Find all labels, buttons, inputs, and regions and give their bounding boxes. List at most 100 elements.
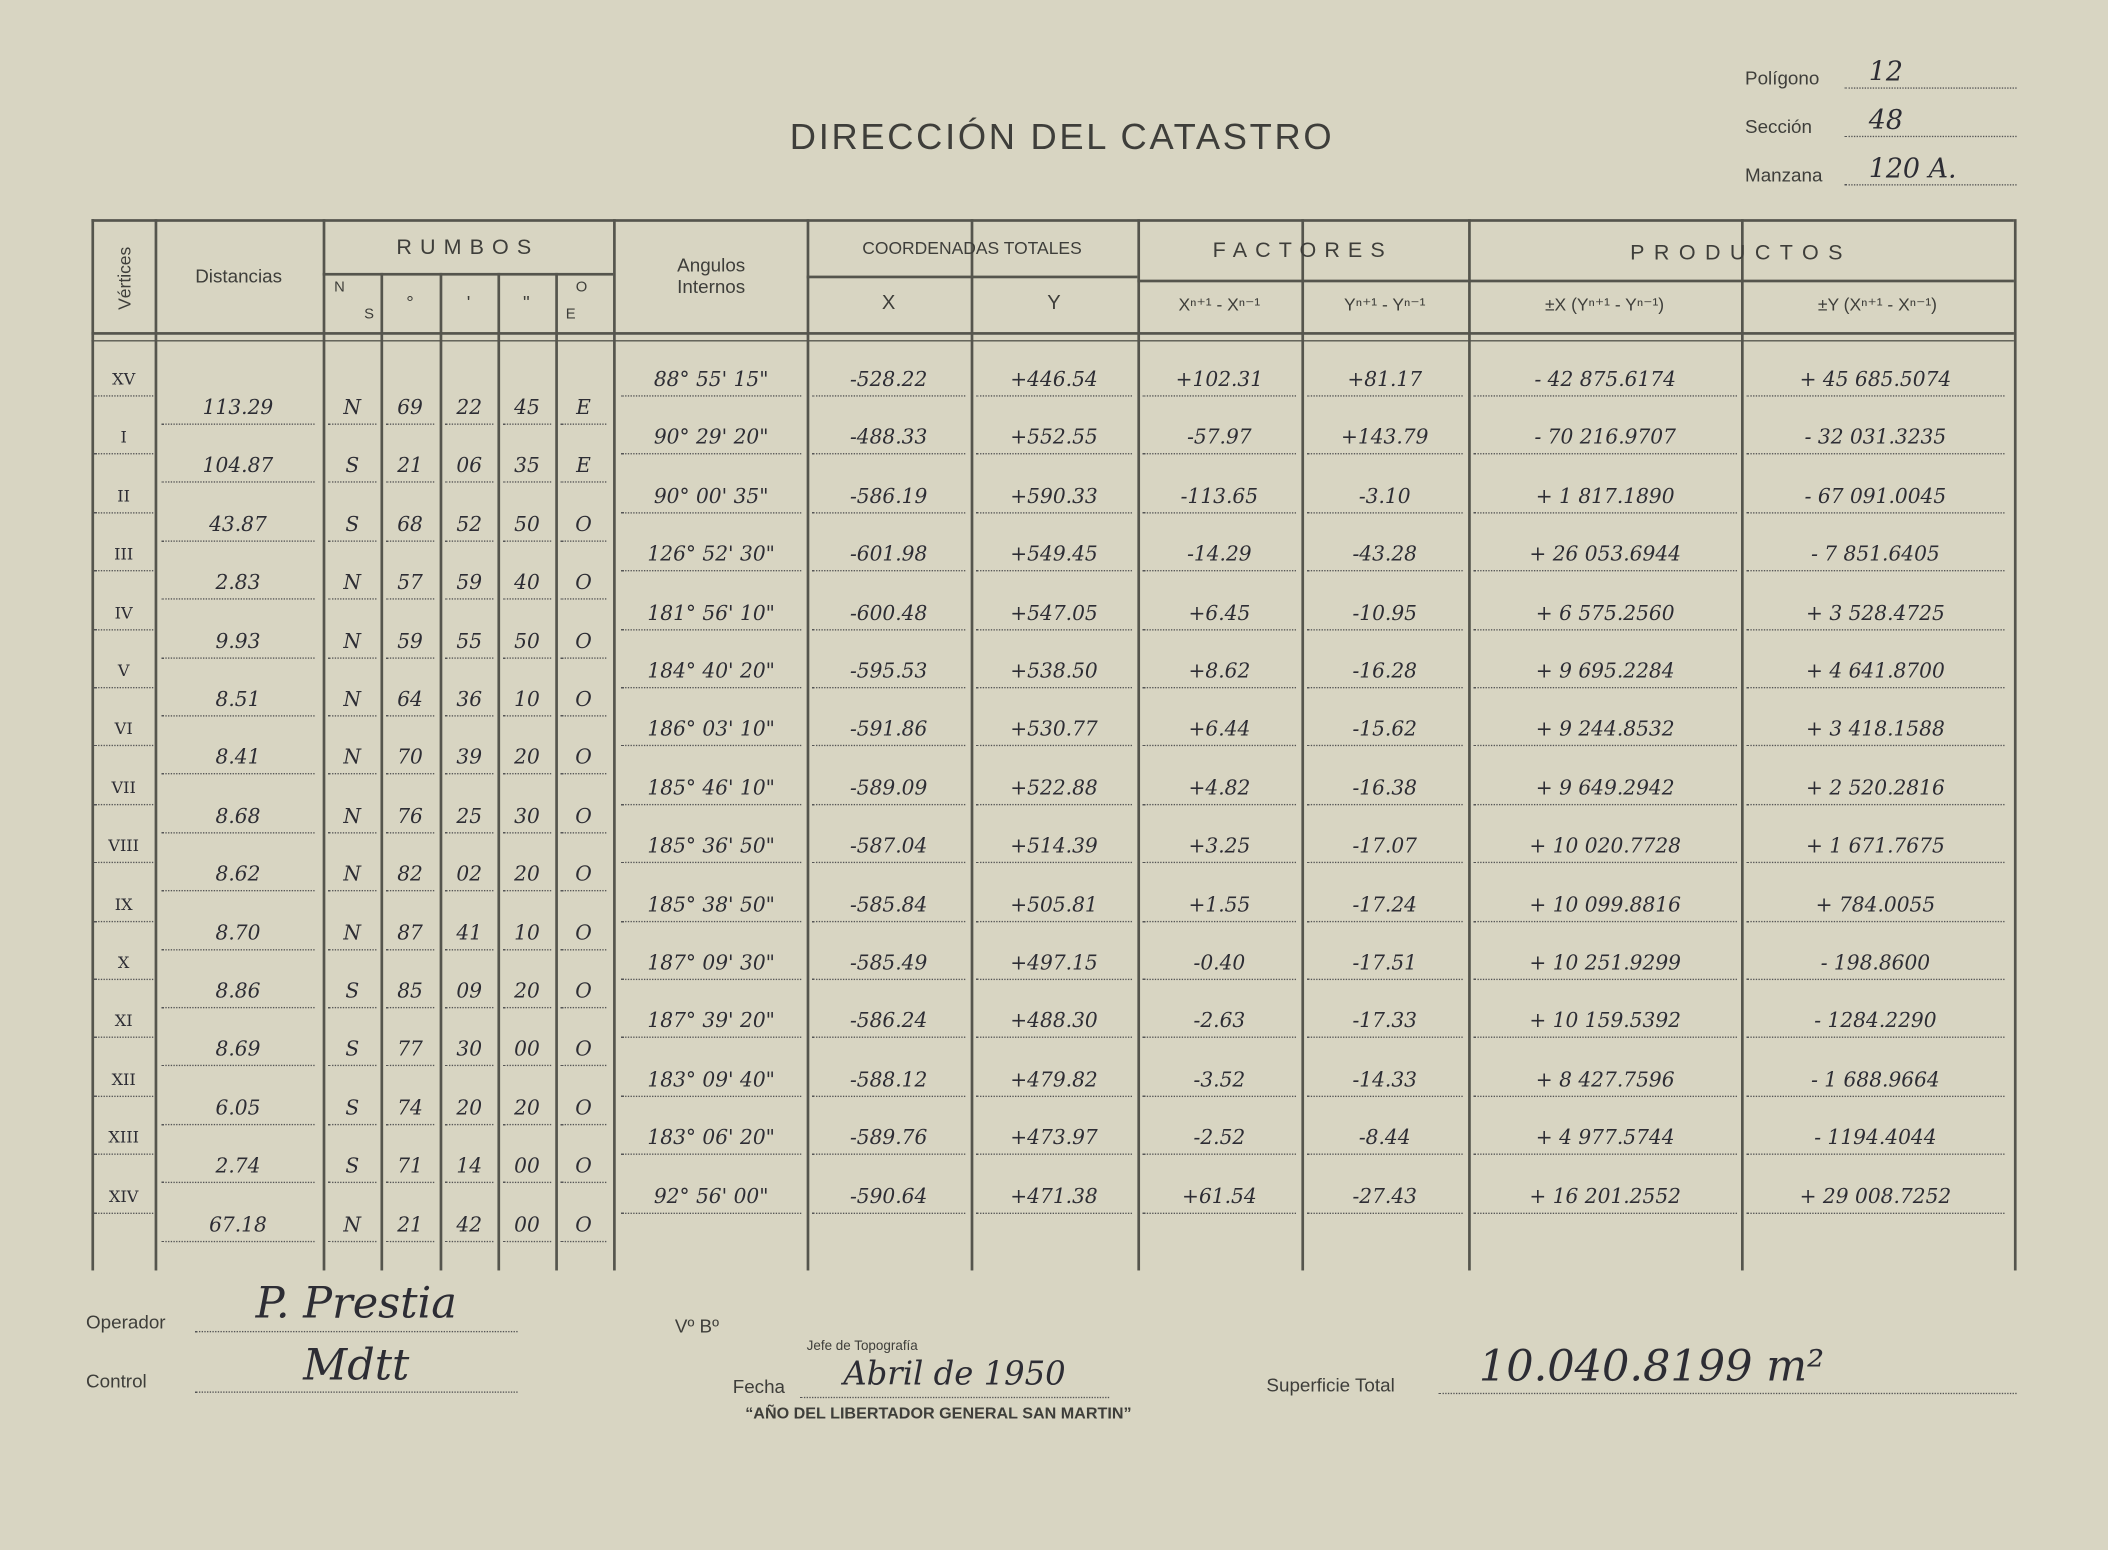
bearing-sec: 00 bbox=[502, 1150, 552, 1184]
bearing-min: 02 bbox=[444, 858, 494, 892]
header-n: N bbox=[334, 279, 345, 296]
product-y: - 67 091.0045 bbox=[1746, 480, 2005, 514]
header-s: S bbox=[364, 306, 374, 323]
product-y: + 3 528.4725 bbox=[1746, 596, 2005, 630]
field-value: 120 A. bbox=[1844, 151, 2017, 186]
bearing-deg: 76 bbox=[385, 800, 435, 834]
product-x: + 9 649.2942 bbox=[1473, 771, 1737, 806]
bearing-ns: S bbox=[328, 1150, 377, 1184]
vertex-label: VI bbox=[94, 713, 154, 747]
factor-y: -8.44 bbox=[1306, 1121, 1463, 1156]
bearing-oe: O bbox=[560, 566, 607, 600]
title: DIRECCIÓN DEL CATASTRO bbox=[789, 116, 1335, 157]
angle: 183° 09' 40" bbox=[621, 1063, 802, 1097]
vertex-label: XII bbox=[94, 1063, 154, 1097]
bearing-min: 25 bbox=[444, 800, 494, 834]
bearing-oe: O bbox=[560, 916, 607, 950]
product-x: + 1 817.1890 bbox=[1473, 480, 1737, 514]
bearing-oe: E bbox=[560, 391, 607, 425]
bearing-min: 30 bbox=[444, 1033, 494, 1067]
header-fx: Xⁿ⁺¹ - Xⁿ⁻¹ bbox=[1178, 294, 1261, 315]
bearing-deg: 71 bbox=[385, 1150, 435, 1184]
coord-y: +590.33 bbox=[976, 480, 1132, 514]
area: 10.040.8199 m² bbox=[1438, 1338, 2017, 1395]
field-label: Manzana bbox=[1745, 164, 1823, 186]
rule bbox=[555, 272, 558, 1271]
rule bbox=[806, 275, 1138, 278]
coord-y: +552.55 bbox=[976, 421, 1132, 455]
coord-y: +488.30 bbox=[976, 1005, 1132, 1039]
distance: 8.51 bbox=[161, 683, 315, 717]
factor-y: +81.17 bbox=[1306, 363, 1463, 397]
angle: 187° 09' 30" bbox=[621, 946, 802, 981]
rule bbox=[970, 219, 974, 1271]
rule bbox=[1137, 279, 2014, 282]
bearing-oe: O bbox=[560, 1091, 607, 1125]
bearing-sec: 10 bbox=[502, 916, 552, 950]
rule bbox=[497, 272, 500, 1271]
coord-x: -586.19 bbox=[812, 480, 966, 514]
header-min: ' bbox=[466, 291, 471, 314]
bearing-deg: 70 bbox=[385, 741, 435, 775]
product-y: + 3 418.1588 bbox=[1746, 713, 2005, 747]
bearing-deg: 21 bbox=[385, 1208, 435, 1242]
distance: 8.70 bbox=[161, 916, 315, 950]
product-x: - 42 875.6174 bbox=[1473, 363, 1737, 397]
bearing-oe: E bbox=[560, 450, 607, 484]
header-e: E bbox=[565, 306, 576, 323]
bearing-deg: 77 bbox=[385, 1033, 435, 1067]
rule bbox=[2013, 219, 2017, 1271]
bearing-ns: N bbox=[328, 858, 377, 892]
factor-y: -15.62 bbox=[1306, 713, 1463, 747]
rule bbox=[806, 219, 810, 1271]
rule bbox=[613, 219, 616, 1271]
factor-x: +1.55 bbox=[1142, 888, 1297, 922]
distance: 43.87 bbox=[161, 508, 315, 542]
product-y: + 1 671.7675 bbox=[1746, 830, 2005, 864]
date: Abril de 1950 bbox=[799, 1351, 1110, 1399]
distance: 8.62 bbox=[161, 858, 315, 892]
distance: 9.93 bbox=[161, 625, 315, 659]
bearing-ns: N bbox=[328, 916, 377, 950]
bearing-sec: 30 bbox=[502, 800, 552, 834]
product-y: + 45 685.5074 bbox=[1746, 363, 2005, 397]
chief: Jefe de Topografía bbox=[806, 1338, 918, 1354]
product-y: - 1284.2290 bbox=[1746, 1005, 2005, 1039]
distance: 6.05 bbox=[161, 1091, 315, 1125]
coord-x: -587.04 bbox=[812, 830, 966, 864]
bearing-sec: 00 bbox=[502, 1033, 552, 1067]
distance: 2.74 bbox=[161, 1150, 315, 1184]
factor-y: -16.28 bbox=[1306, 655, 1463, 689]
distance: 67.18 bbox=[161, 1208, 315, 1242]
factor-x: +102.31 bbox=[1142, 363, 1297, 397]
field-value: 48 bbox=[1844, 102, 2017, 138]
vertex-label: IX bbox=[94, 888, 154, 922]
product-x: + 16 201.2552 bbox=[1473, 1180, 1737, 1214]
angle: 186° 03' 10" bbox=[621, 713, 802, 747]
bearing-oe: O bbox=[560, 625, 607, 659]
rule bbox=[439, 272, 442, 1271]
angle: 185° 38' 50" bbox=[621, 888, 802, 922]
product-x: + 9 244.8532 bbox=[1473, 713, 1737, 747]
product-x: + 4 977.5744 bbox=[1473, 1121, 1737, 1156]
factor-x: -113.65 bbox=[1142, 480, 1297, 514]
product-x: + 26 053.6944 bbox=[1473, 538, 1737, 572]
product-x: + 6 575.2560 bbox=[1473, 596, 1737, 630]
vertex-label: XIII bbox=[94, 1121, 154, 1156]
factor-x: -2.63 bbox=[1142, 1005, 1297, 1039]
factor-y: -17.33 bbox=[1306, 1005, 1463, 1039]
coord-y: +522.88 bbox=[976, 771, 1132, 806]
bearing-sec: 35 bbox=[502, 450, 552, 484]
coord-y: +479.82 bbox=[976, 1063, 1132, 1097]
bearing-oe: O bbox=[560, 508, 607, 542]
rule bbox=[91, 219, 95, 1271]
factor-x: +6.44 bbox=[1142, 713, 1297, 747]
bearing-deg: 69 bbox=[385, 391, 435, 425]
coord-x: -586.24 bbox=[812, 1005, 966, 1039]
factor-y: -16.38 bbox=[1306, 771, 1463, 806]
product-y: + 29 008.7252 bbox=[1746, 1180, 2005, 1214]
coord-x: -601.98 bbox=[812, 538, 966, 572]
bearing-ns: S bbox=[328, 450, 377, 484]
product-x: + 10 251.9299 bbox=[1473, 946, 1737, 981]
bearing-deg: 64 bbox=[385, 683, 435, 717]
